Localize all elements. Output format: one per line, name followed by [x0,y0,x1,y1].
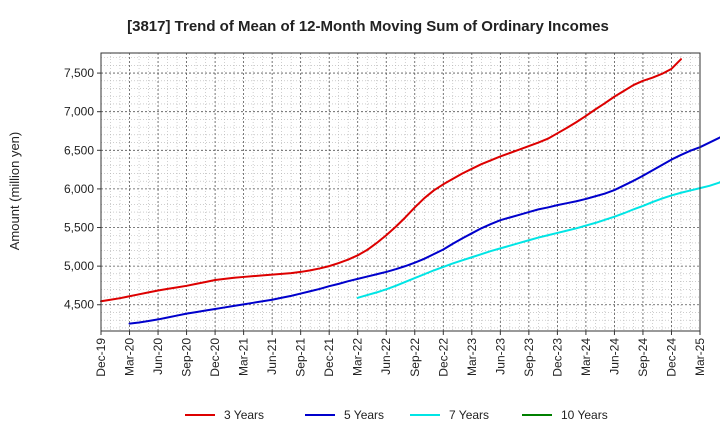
x-tick-label: Sep-20 [180,338,194,377]
series-line-7-years [356,181,720,299]
x-tick-label: Dec-22 [436,338,450,377]
y-axis: 4,500 5,000 5,500 6,000 6,500 7,000 7,500 [64,66,101,312]
x-tick-label: Sep-24 [636,338,650,377]
y-tick-label: 5,000 [64,259,94,273]
plot-frame [100,52,701,332]
x-tick-label: Sep-21 [294,338,308,377]
x-tick-label: Dec-23 [550,338,564,377]
series-lines [100,58,720,325]
x-tick-label: Jun-24 [607,338,621,375]
legend: 3 Years 5 Years 7 Years 10 Years [185,408,608,422]
x-tick-label: Mar-23 [465,338,479,376]
x-tick-label: Sep-23 [522,338,536,377]
x-tick-label: Sep-22 [408,338,422,377]
y-tick-label: 4,500 [64,298,94,312]
legend-label: 5 Years [344,408,384,422]
legend-item: 5 Years [305,408,384,422]
y-tick-label: 7,500 [64,66,94,80]
x-tick-label: Mar-22 [351,338,365,376]
grid [100,53,701,331]
chart-title: [3817] Trend of Mean of 12-Month Moving … [127,18,609,35]
x-tick-label: Dec-19 [94,338,108,377]
y-tick-label: 5,500 [64,221,94,235]
y-tick-label: 6,000 [64,182,94,196]
x-tick-label: Dec-24 [664,338,678,377]
x-tick-label: Mar-21 [237,338,251,376]
x-tick-label: Jun-23 [493,338,507,375]
legend-item: 7 Years [410,408,489,422]
x-tick-label: Dec-20 [208,338,222,377]
legend-label: 7 Years [449,408,489,422]
series-line-3-years [100,58,682,303]
x-axis: Dec-19 Mar-20 Jun-20 Sep-20 Dec-20 Mar-21 Jun-… [94,331,707,377]
legend-label: 3 Years [224,408,264,422]
x-tick-label: Mar-24 [579,338,593,376]
y-tick-label: 6,500 [64,143,94,157]
y-tick-label: 7,000 [64,105,94,119]
x-tick-label: Jun-21 [265,338,279,375]
x-tick-label: Jun-20 [151,338,165,375]
x-tick-label: Mar-25 [693,338,707,376]
x-tick-label: Dec-21 [322,338,336,377]
legend-item: 10 Years [522,408,608,422]
series-line-5-years [128,136,720,325]
y-axis-label: Amount (million yen) [7,132,22,251]
legend-label: 10 Years [561,408,608,422]
legend-item: 3 Years [185,408,264,422]
x-tick-label: Mar-20 [123,338,137,376]
x-tick-label: Jun-22 [379,338,393,375]
